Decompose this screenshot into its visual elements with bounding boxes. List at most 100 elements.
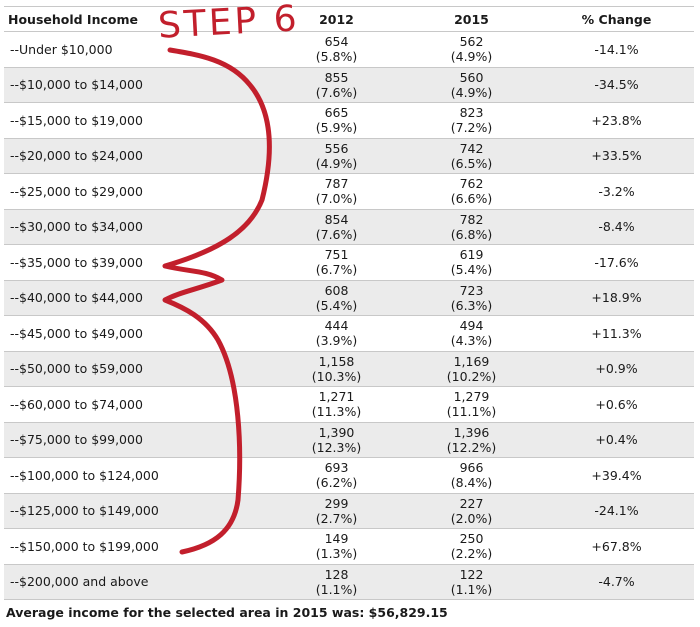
table-row: --$15,000 to $19,000 665 (5.9%) 823 (7.2… bbox=[4, 103, 694, 139]
count-2012: 444 bbox=[324, 318, 349, 334]
share-2015: (1.1%) bbox=[450, 581, 493, 597]
share-2015: (2.2%) bbox=[450, 546, 493, 562]
share-2012: (7.0%) bbox=[315, 191, 358, 207]
value-2015: 1,169 (10.2%) bbox=[404, 352, 539, 387]
income-range-label: --$45,000 to $49,000 bbox=[10, 325, 143, 341]
income-range-label: --$75,000 to $99,000 bbox=[10, 432, 143, 448]
value-2012: 1,158 (10.3%) bbox=[269, 352, 404, 387]
count-2012: 1,158 bbox=[318, 353, 355, 369]
header-household-income: Household Income bbox=[8, 11, 138, 27]
percent-change: +67.8% bbox=[591, 538, 642, 554]
count-2015: 227 bbox=[459, 495, 484, 511]
share-2015: (6.5%) bbox=[450, 155, 493, 171]
share-2012: (1.1%) bbox=[315, 581, 358, 597]
share-2012: (10.3%) bbox=[311, 368, 362, 384]
household-income-table: Household Income 2012 2015 % Change --Un… bbox=[4, 6, 694, 600]
percent-change: -24.1% bbox=[594, 503, 639, 519]
percent-change: +23.8% bbox=[591, 112, 642, 128]
value-2015: 619 (5.4%) bbox=[404, 245, 539, 280]
share-2012: (1.3%) bbox=[315, 546, 358, 562]
share-2012: (7.6%) bbox=[315, 226, 358, 242]
percent-change: +0.9% bbox=[595, 361, 638, 377]
count-2012: 787 bbox=[324, 176, 349, 192]
share-2012: (3.9%) bbox=[315, 333, 358, 349]
income-range-label: --$50,000 to $59,000 bbox=[10, 361, 143, 377]
table-header: Household Income 2012 2015 % Change bbox=[4, 7, 694, 32]
share-2015: (6.3%) bbox=[450, 297, 493, 313]
count-2015: 619 bbox=[459, 247, 484, 263]
income-range-label: --$60,000 to $74,000 bbox=[10, 396, 143, 412]
count-2015: 823 bbox=[459, 105, 484, 121]
count-2012: 1,390 bbox=[318, 424, 355, 440]
table-row: --$30,000 to $34,000 854 (7.6%) 782 (6.8… bbox=[4, 209, 694, 245]
value-2012: 1,271 (11.3%) bbox=[269, 387, 404, 422]
income-range-label: --$15,000 to $19,000 bbox=[10, 112, 143, 128]
count-2012: 854 bbox=[324, 211, 349, 227]
count-2015: 742 bbox=[459, 140, 484, 156]
table-row: --$100,000 to $124,000 693 (6.2%) 966 (8… bbox=[4, 458, 694, 494]
value-2015: 782 (6.8%) bbox=[404, 210, 539, 245]
percent-change: +0.4% bbox=[595, 432, 638, 448]
share-2012: (5.9%) bbox=[315, 120, 358, 136]
count-2012: 128 bbox=[324, 566, 349, 582]
share-2012: (5.4%) bbox=[315, 297, 358, 313]
income-range-label: --$25,000 to $29,000 bbox=[10, 183, 143, 199]
value-2015: 723 (6.3%) bbox=[404, 281, 539, 316]
value-2012: 608 (5.4%) bbox=[269, 281, 404, 316]
value-2015: 560 (4.9%) bbox=[404, 68, 539, 103]
table-row: --$50,000 to $59,000 1,158 (10.3%) 1,169… bbox=[4, 351, 694, 387]
value-2015: 250 (2.2%) bbox=[404, 529, 539, 564]
value-2012: 854 (7.6%) bbox=[269, 210, 404, 245]
value-2012: 149 (1.3%) bbox=[269, 529, 404, 564]
table-row: --$10,000 to $14,000 855 (7.6%) 560 (4.9… bbox=[4, 67, 694, 103]
value-2015: 227 (2.0%) bbox=[404, 494, 539, 529]
header-2015: 2015 bbox=[454, 11, 489, 27]
count-2012: 1,271 bbox=[318, 389, 355, 405]
table-row: --$150,000 to $199,000 149 (1.3%) 250 (2… bbox=[4, 529, 694, 565]
value-2015: 562 (4.9%) bbox=[404, 32, 539, 67]
value-2012: 299 (2.7%) bbox=[269, 494, 404, 529]
percent-change: +0.6% bbox=[595, 396, 638, 412]
count-2012: 608 bbox=[324, 282, 349, 298]
share-2015: (4.9%) bbox=[450, 49, 493, 65]
income-range-label: --$20,000 to $24,000 bbox=[10, 148, 143, 164]
value-2015: 762 (6.6%) bbox=[404, 174, 539, 209]
income-range-label: --$100,000 to $124,000 bbox=[10, 467, 159, 483]
header-percent-change: % Change bbox=[581, 11, 652, 27]
count-2015: 250 bbox=[459, 531, 484, 547]
share-2012: (6.2%) bbox=[315, 475, 358, 491]
count-2015: 494 bbox=[459, 318, 484, 334]
share-2015: (7.2%) bbox=[450, 120, 493, 136]
count-2015: 966 bbox=[459, 460, 484, 476]
income-range-label: --$40,000 to $44,000 bbox=[10, 290, 143, 306]
table-row: --$200,000 and above 128 (1.1%) 122 (1.1… bbox=[4, 564, 694, 600]
value-2015: 742 (6.5%) bbox=[404, 139, 539, 174]
share-2015: (4.9%) bbox=[450, 84, 493, 100]
count-2012: 855 bbox=[324, 69, 349, 85]
value-2012: 128 (1.1%) bbox=[269, 565, 404, 600]
share-2012: (7.6%) bbox=[315, 84, 358, 100]
table-row: --$40,000 to $44,000 608 (5.4%) 723 (6.3… bbox=[4, 280, 694, 316]
share-2015: (6.8%) bbox=[450, 226, 493, 242]
count-2012: 556 bbox=[324, 140, 349, 156]
percent-change: -8.4% bbox=[598, 219, 635, 235]
count-2015: 122 bbox=[459, 566, 484, 582]
value-2015: 1,279 (11.1%) bbox=[404, 387, 539, 422]
share-2015: (10.2%) bbox=[446, 368, 497, 384]
count-2012: 149 bbox=[324, 531, 349, 547]
table-row: --$20,000 to $24,000 556 (4.9%) 742 (6.5… bbox=[4, 138, 694, 174]
income-range-label: --$125,000 to $149,000 bbox=[10, 503, 159, 519]
share-2015: (2.0%) bbox=[450, 510, 493, 526]
income-range-label: --$200,000 and above bbox=[10, 574, 149, 590]
count-2015: 762 bbox=[459, 176, 484, 192]
value-2012: 751 (6.7%) bbox=[269, 245, 404, 280]
table-row: --$75,000 to $99,000 1,390 (12.3%) 1,396… bbox=[4, 422, 694, 458]
percent-change: -34.5% bbox=[594, 77, 639, 93]
share-2012: (12.3%) bbox=[311, 439, 362, 455]
count-2015: 782 bbox=[459, 211, 484, 227]
share-2012: (4.9%) bbox=[315, 155, 358, 171]
count-2015: 560 bbox=[459, 69, 484, 85]
value-2012: 787 (7.0%) bbox=[269, 174, 404, 209]
value-2015: 494 (4.3%) bbox=[404, 316, 539, 351]
share-2012: (5.8%) bbox=[315, 49, 358, 65]
